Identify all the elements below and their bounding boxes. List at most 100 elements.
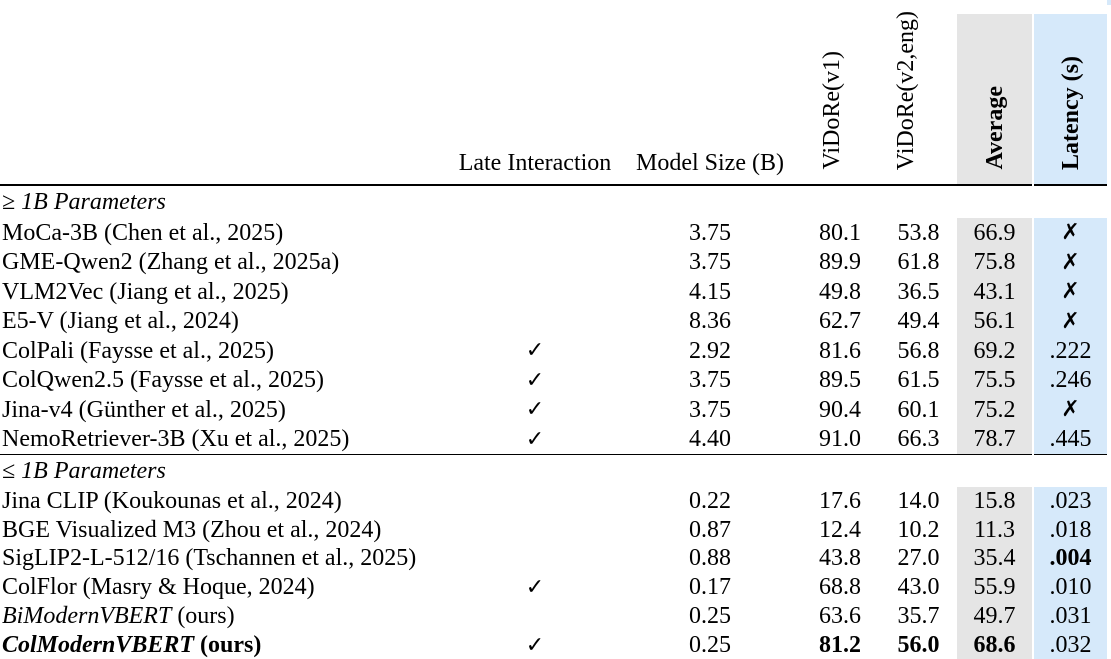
late-interaction-cell xyxy=(450,602,620,631)
vidore-v2-cell: 27.0 xyxy=(897,545,940,571)
average-cell: 75.8 xyxy=(957,247,1033,277)
late-interaction-cell xyxy=(450,487,620,516)
vidore-v1-cell: 17.6 xyxy=(819,488,861,514)
col-header-model xyxy=(0,0,450,185)
model-size-cell: 4.40 xyxy=(689,426,731,452)
check-icon: ✓ xyxy=(525,574,545,600)
model-row: ColPali (Faysse et al., 2025) ✓ 2.92 81.6 56… xyxy=(0,336,1107,366)
model-name-cell: VLM2Vec (Jiang et al., 2025) xyxy=(0,277,450,307)
section-label: ≤ 1B Parameters xyxy=(2,458,166,484)
latency-cell: .031 xyxy=(1032,602,1107,631)
model-name: ColFlor (Masry & Hoque, 2024) xyxy=(2,574,315,600)
vidore-v1-cell: 62.7 xyxy=(819,308,861,334)
model-row: ColModernVBERT (ours) ✓ 0.25 81.2 56.0 68.6.0… xyxy=(0,630,1107,659)
model-name: GME-Qwen2 (Zhang et al., 2025a) xyxy=(2,249,340,275)
latency-cell: ✗ xyxy=(1032,218,1107,248)
model-name-cell: E5-V (Jiang et al., 2024) xyxy=(0,307,450,337)
model-name-cell: ColModernVBERT (ours) xyxy=(0,631,450,659)
average-cell: 11.3 xyxy=(957,515,1033,544)
vidore-v2-cell: 35.7 xyxy=(897,603,940,629)
model-size-cell: 3.75 xyxy=(689,249,731,275)
late-interaction-cell xyxy=(450,248,620,278)
model-name: NemoRetriever-3B (Xu et al., 2025) xyxy=(2,426,350,452)
cross-icon: ✗ xyxy=(1061,397,1080,422)
model-name-cell: Jina-v4 (Günther et al., 2025) xyxy=(0,395,450,425)
model-row: Jina-v4 (Günther et al., 2025) ✓ 3.75 90.4 6… xyxy=(0,395,1107,425)
late-interaction-cell xyxy=(450,218,620,248)
model-size-cell: 3.75 xyxy=(689,396,731,423)
late-interaction-cell xyxy=(450,544,620,573)
model-size-cell: 0.25 xyxy=(689,632,731,658)
cross-icon: ✗ xyxy=(1061,220,1080,245)
average-cell: 68.6 xyxy=(957,630,1033,659)
model-name: BGE Visualized M3 (Zhou et al., 2024) xyxy=(2,516,382,543)
model-name: ColPali (Faysse et al., 2025) xyxy=(2,337,274,364)
vidore-v1-cell: 90.4 xyxy=(819,396,861,423)
model-name-cell: Jina CLIP (Koukounas et al., 2024) xyxy=(0,487,450,516)
vidore-v2-cell: 49.4 xyxy=(897,308,940,334)
check-icon: ✓ xyxy=(525,632,545,658)
latency-cell: .004 xyxy=(1032,544,1107,573)
model-name: ColQwen2.5 (Faysse et al., 2025) xyxy=(2,367,324,393)
latency-cell: .222 xyxy=(1032,336,1107,366)
average-header-label: Average xyxy=(981,86,1008,170)
vidore-v2-cell: 61.5 xyxy=(897,367,940,393)
vidore-v1-cell: 12.4 xyxy=(819,516,861,543)
vidore-v1-cell: 43.8 xyxy=(819,545,861,571)
model-row: NemoRetriever-3B (Xu et al., 2025) ✓ 4.40 9… xyxy=(0,424,1107,455)
model-size-cell: 0.17 xyxy=(689,574,731,600)
vidore-v2-cell: 60.1 xyxy=(897,396,940,423)
vidore-v1-cell: 89.5 xyxy=(819,367,861,393)
model-size-cell: 3.75 xyxy=(689,219,731,246)
vidore-v2-cell: 66.3 xyxy=(897,426,940,452)
col-header-model-size: Model Size (B) xyxy=(620,0,800,185)
latency-cell: .445 xyxy=(1032,424,1107,455)
col-header-vidore-v2: ViDoRe(v2,eng) xyxy=(880,0,957,185)
latency-cell: .018 xyxy=(1032,515,1107,544)
model-name-cell: SigLIP2-L-512/16 (Tschannen et al., 2025… xyxy=(0,544,450,573)
model-name: ColModernVBERT xyxy=(2,632,195,658)
model-size-cell: 4.15 xyxy=(689,278,731,305)
col-header-latency: Latency (s) xyxy=(1032,0,1107,185)
cross-icon: ✗ xyxy=(1061,249,1080,275)
vidore-v1-header-label: ViDoRe(v1) xyxy=(819,51,845,170)
model-name-suffix: (ours) xyxy=(171,603,235,629)
average-cell: 66.9 xyxy=(957,218,1033,248)
model-name: E5-V (Jiang et al., 2024) xyxy=(2,308,239,334)
model-size-cell: 0.25 xyxy=(689,603,731,629)
average-cell: 56.1 xyxy=(957,306,1033,336)
vidore-v2-cell: 36.5 xyxy=(897,278,940,305)
average-cell: 15.8 xyxy=(957,487,1033,516)
model-row: ColQwen2.5 (Faysse et al., 2025) ✓ 3.75 89.… xyxy=(0,365,1107,395)
model-name-cell: BiModernVBERT (ours) xyxy=(0,602,450,631)
latency-cell: ✗ xyxy=(1032,277,1107,307)
model-row: VLM2Vec (Jiang et al., 2025) 4.15 49.8 36.5… xyxy=(0,277,1107,307)
late-interaction-cell xyxy=(450,516,620,545)
cross-icon: ✗ xyxy=(1061,308,1080,334)
section-header-row: ≤ 1B Parameters xyxy=(0,454,1107,488)
average-cell: 78.7 xyxy=(957,424,1033,455)
latency-cell: ✗ xyxy=(1032,395,1107,425)
latency-cell: .246 xyxy=(1032,365,1107,395)
latency-cell: .032 xyxy=(1032,630,1107,659)
vidore-v2-cell: 14.0 xyxy=(897,488,940,514)
model-size-cell: 8.36 xyxy=(689,308,731,334)
latency-header-label: Latency (s) xyxy=(1057,56,1084,170)
model-row: GME-Qwen2 (Zhang et al., 2025a) 3.75 89.9 6… xyxy=(0,247,1107,278)
vidore-v2-cell: 61.8 xyxy=(897,249,940,275)
model-size-cell: 0.88 xyxy=(689,545,731,571)
model-name-cell: ColPali (Faysse et al., 2025) xyxy=(0,336,450,366)
average-cell: 69.2 xyxy=(957,336,1033,366)
vidore-v2-cell: 56.8 xyxy=(897,337,940,364)
model-row: MoCa-3B (Chen et al., 2025) 3.75 80.1 53.8 6… xyxy=(0,218,1107,248)
model-name: MoCa-3B (Chen et al., 2025) xyxy=(2,219,284,246)
col-header-average: Average xyxy=(957,0,1033,185)
model-row: BGE Visualized M3 (Zhou et al., 2024) 0.8… xyxy=(0,515,1107,545)
model-row: E5-V (Jiang et al., 2024) 8.36 62.7 49.4 56.… xyxy=(0,306,1107,337)
vidore-v1-cell: 81.2 xyxy=(819,632,861,658)
check-icon: ✓ xyxy=(525,397,545,422)
late-interaction-cell: ✓ xyxy=(450,425,620,455)
check-icon: ✓ xyxy=(525,338,545,363)
